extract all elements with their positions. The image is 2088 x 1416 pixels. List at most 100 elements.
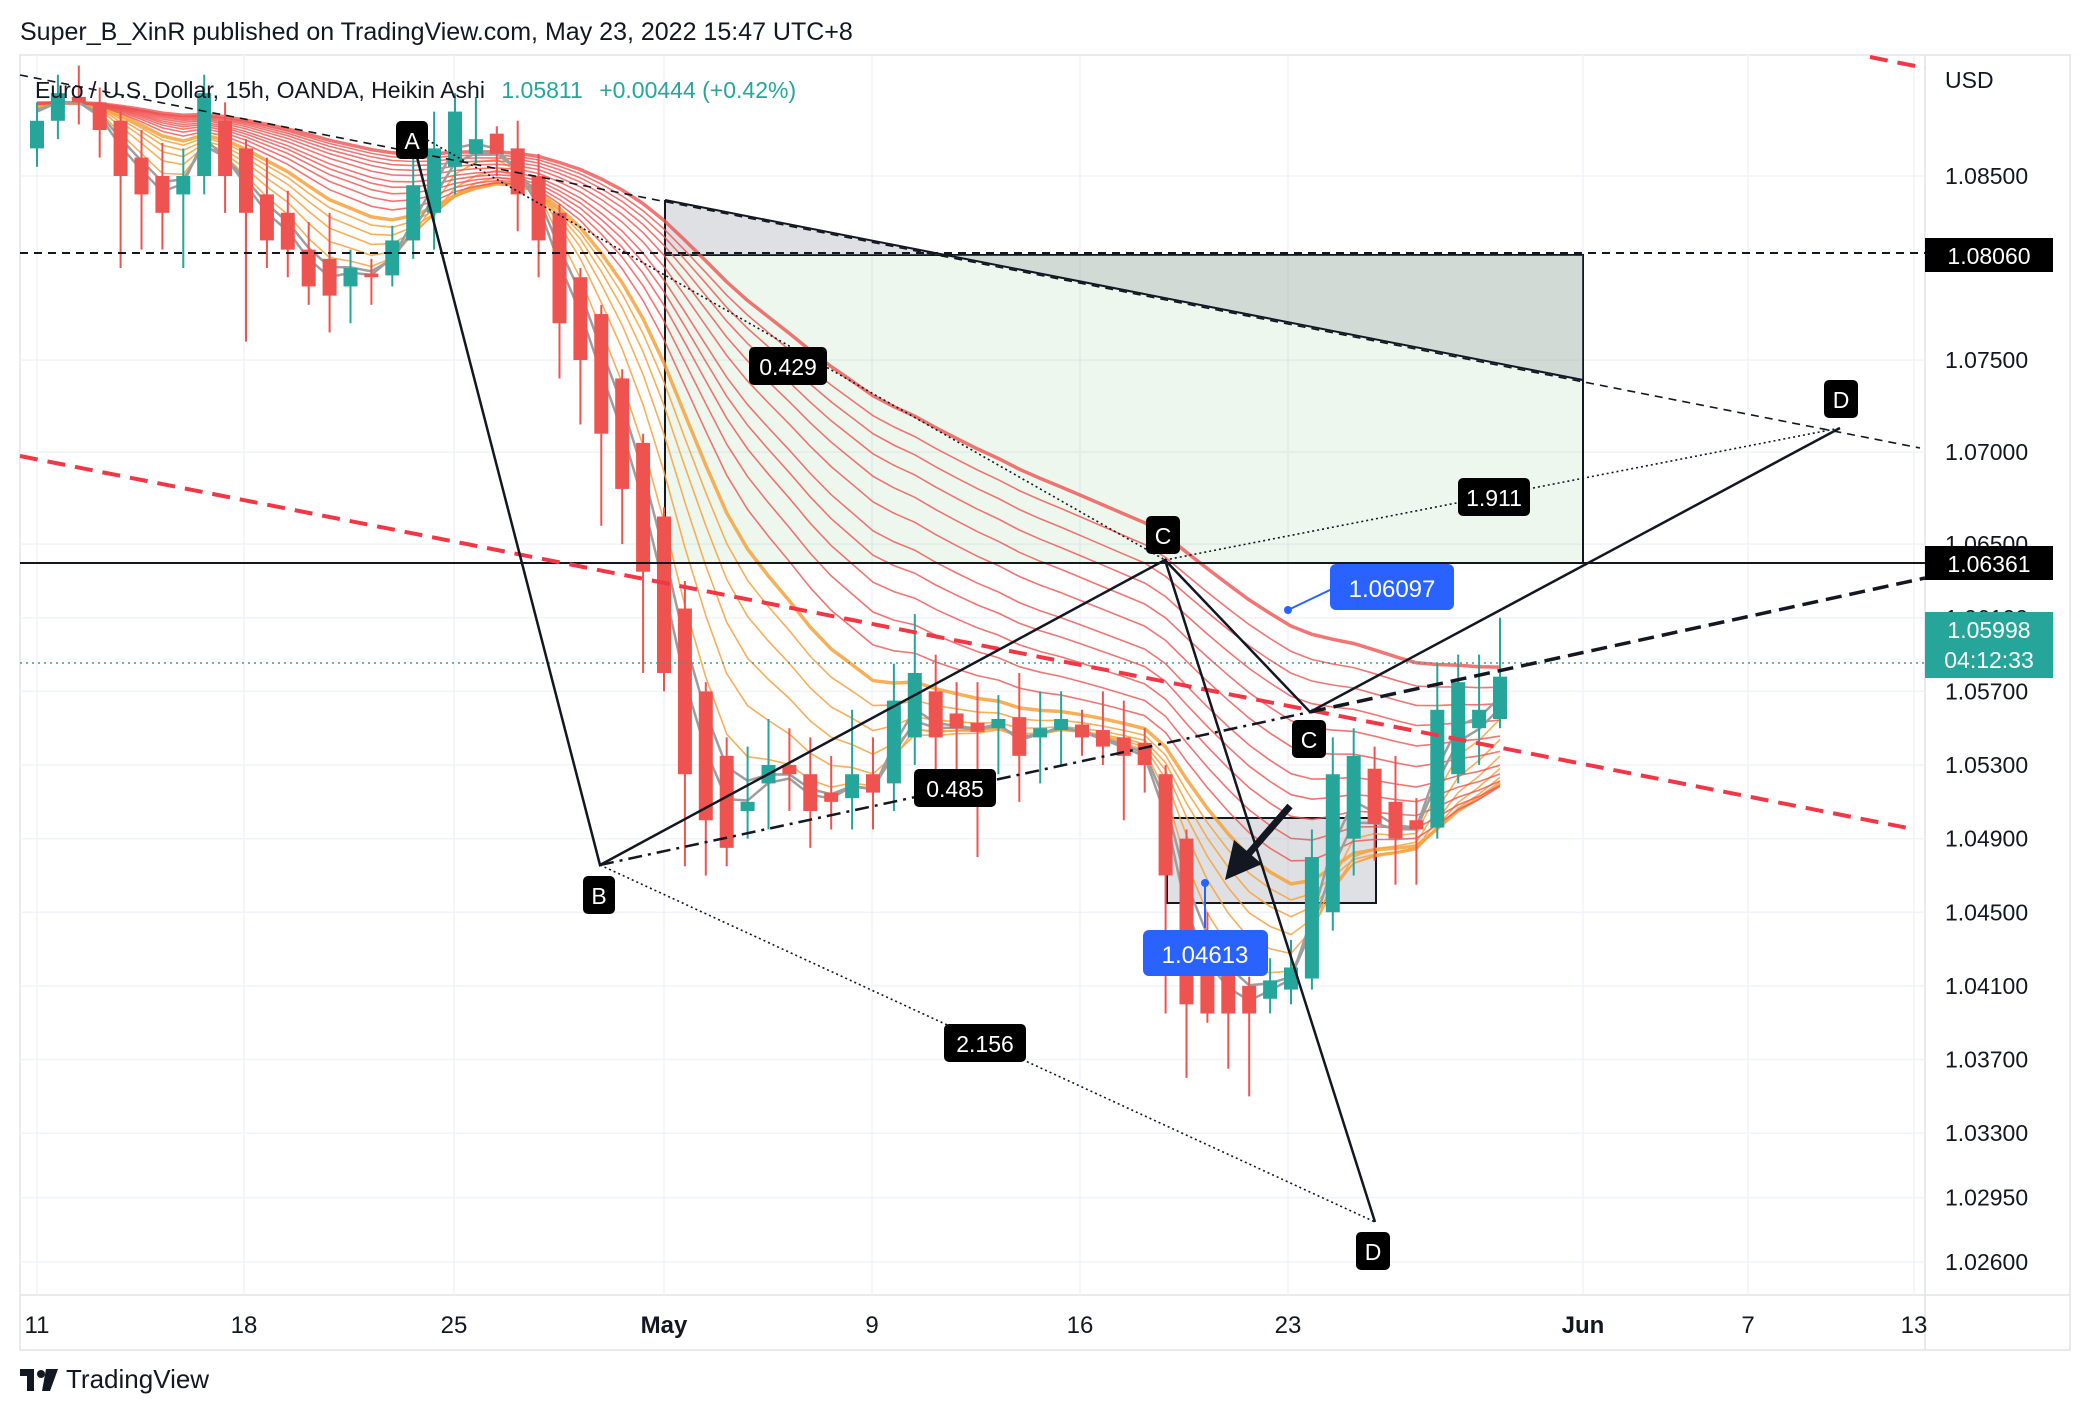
ema-line — [36, 102, 1501, 788]
price-tick-label: 1.08500 — [1945, 163, 2028, 189]
svg-text:0.429: 0.429 — [759, 354, 817, 380]
candle — [1137, 728, 1152, 793]
price-tag-lower[interactable]: 1.06361 — [1925, 546, 2053, 580]
candle — [803, 737, 818, 848]
candle — [1116, 700, 1131, 821]
tradingview-logo[interactable]: TradingView — [20, 1364, 209, 1395]
candle — [218, 102, 233, 213]
svg-text:B: B — [591, 883, 606, 909]
time-tick-label: 9 — [865, 1312, 878, 1339]
blue-label-high[interactable]: 1.06097 — [1330, 564, 1454, 610]
candle — [928, 654, 943, 784]
trend-dashdot-bc — [599, 710, 1311, 867]
svg-text:1.06361: 1.06361 — [1947, 551, 2030, 577]
pattern-point-c[interactable]: C — [1146, 516, 1180, 554]
candle — [573, 268, 588, 425]
blue-label-low[interactable]: 1.04613 — [1143, 930, 1268, 976]
pattern-point-d2[interactable]: D — [1356, 1232, 1390, 1270]
candle — [50, 74, 65, 140]
candle — [594, 304, 609, 526]
trend-dashed-bold — [1309, 576, 1926, 714]
svg-text:1.06097: 1.06097 — [1349, 576, 1436, 603]
currency-label: USD — [1945, 67, 1994, 93]
harmonic-pattern-1[interactable] — [408, 129, 1377, 1223]
candle — [1054, 691, 1069, 766]
triangle-top-edge — [664, 199, 1584, 381]
candle — [385, 225, 400, 287]
candle — [740, 746, 755, 839]
svg-text:C: C — [1301, 727, 1318, 753]
candle — [991, 695, 1006, 775]
price-tick-label: 1.07000 — [1945, 439, 2028, 465]
candles — [30, 65, 1507, 1097]
svg-text:2.156: 2.156 — [956, 1031, 1014, 1057]
candle — [1284, 939, 1298, 1005]
high-point-dot — [1284, 606, 1292, 614]
ema-line — [36, 102, 1501, 803]
symbol-legend[interactable]: Euro / U.S. Dollar, 15h, OANDA, Heikin A… — [35, 77, 796, 103]
candle — [1325, 737, 1340, 931]
pattern-point-c2[interactable]: C — [1292, 720, 1326, 758]
candle — [155, 142, 170, 250]
candle — [301, 222, 316, 305]
tradingview-logo-icon — [20, 1368, 58, 1391]
down-arrow-icon — [1225, 803, 1293, 880]
candle — [1075, 709, 1089, 756]
pattern-point-d[interactable]: D — [1824, 380, 1858, 418]
candle — [886, 663, 901, 812]
price-tick-label: 1.04500 — [1945, 899, 2028, 925]
red-trendline-upper[interactable] — [1869, 55, 1926, 70]
svg-text:1.05998: 1.05998 — [1947, 617, 2030, 643]
ema-line — [36, 102, 1501, 918]
candle — [949, 682, 964, 784]
time-tick-label: Jun — [1562, 1312, 1605, 1339]
pattern-point-b[interactable]: B — [583, 876, 615, 914]
candle — [92, 87, 107, 158]
price-tick-label: 1.05300 — [1945, 752, 2028, 778]
bar-countdown: 04:12:33 — [1944, 647, 2034, 673]
price-tick-label: 1.02950 — [1945, 1185, 2028, 1211]
price-tick-label: 1.05700 — [1945, 678, 2028, 704]
ema-line — [36, 102, 1501, 821]
candle — [1263, 958, 1278, 1014]
svg-text:1.04613: 1.04613 — [1162, 942, 1249, 969]
price-tick-label: 1.03700 — [1945, 1047, 2028, 1073]
published-text: published on TradingView.com, — [192, 18, 538, 46]
publish-date: May 23, 2022 15:47 UTC+8 — [544, 18, 853, 46]
candle — [698, 682, 713, 876]
candle — [824, 755, 839, 830]
red-trendline-lower[interactable] — [19, 454, 1909, 830]
author-name[interactable]: Super_B_XinR — [20, 18, 186, 46]
price-tag-upper[interactable]: 1.08060 — [1925, 238, 2053, 272]
ema-ribbon — [36, 100, 1502, 974]
publish-info: Super_B_XinR published on TradingView.com… — [20, 18, 860, 47]
current-price-tag[interactable]: 1.05998 04:12:33 — [1925, 612, 2053, 678]
svg-text:A: A — [404, 128, 420, 154]
last-price: 1.05811 — [501, 77, 582, 103]
candle — [1388, 755, 1403, 885]
candle — [782, 728, 797, 812]
candle — [531, 153, 546, 278]
candle — [719, 737, 734, 867]
ratio-label-2[interactable]: 1.911 — [1458, 478, 1530, 516]
target-zone-green — [664, 254, 1584, 564]
candle — [677, 580, 692, 867]
pattern-point-a[interactable]: A — [396, 121, 428, 159]
trend-dashed-thin — [19, 74, 1921, 449]
brand-name: TradingView — [66, 1364, 210, 1394]
candle — [1033, 691, 1048, 784]
time-tick-label: 11 — [25, 1312, 50, 1339]
candle — [134, 129, 149, 250]
ratio-label-3[interactable]: 0.485 — [914, 769, 996, 807]
price-axis: 1.085001.075001.070001.065001.061001.057… — [1945, 163, 2028, 1275]
time-tick-label: 16 — [1067, 1312, 1094, 1339]
ratio-label-4[interactable]: 2.156 — [944, 1024, 1026, 1062]
candle — [71, 65, 86, 125]
candle — [1430, 663, 1445, 839]
time-tick-label: 13 — [1901, 1312, 1928, 1339]
candle — [259, 157, 274, 269]
candle — [30, 102, 44, 167]
ratio-label-1[interactable]: 0.429 — [749, 347, 827, 385]
candle — [1493, 617, 1507, 729]
